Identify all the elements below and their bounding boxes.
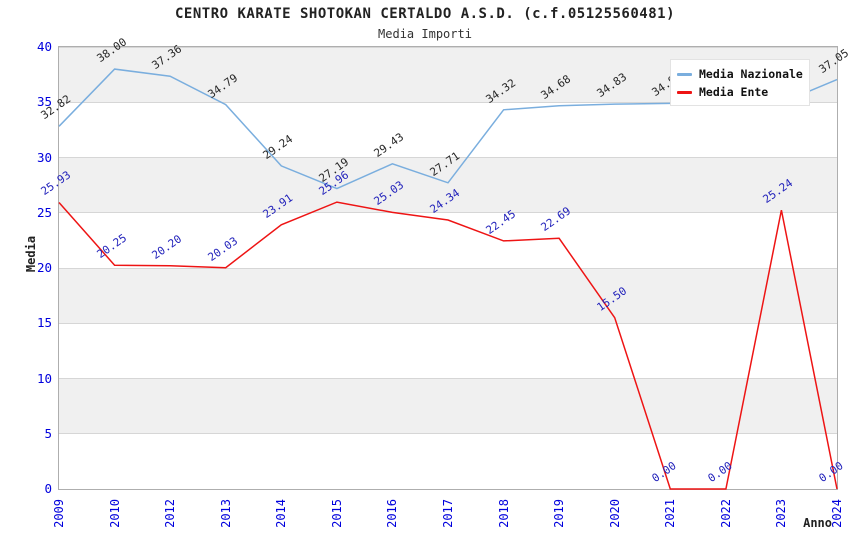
x-tick-label: 2017 xyxy=(441,499,455,528)
band xyxy=(59,378,837,434)
y-tick-label: 35 xyxy=(36,94,52,110)
x-tick-label: 2014 xyxy=(274,499,289,528)
x-tick-label: 2018 xyxy=(496,499,511,528)
x-axis-title: Anno xyxy=(803,516,832,530)
chart-title: CENTRO KARATE SHOTOKAN CERTALDO A.S.D. (… xyxy=(174,6,675,22)
band xyxy=(59,268,837,324)
x-tick-label: 2021 xyxy=(663,499,678,528)
x-tick-label: 2019 xyxy=(552,499,567,528)
gridline xyxy=(59,267,837,269)
gridline xyxy=(59,157,837,158)
y-axis-title: Media xyxy=(24,235,38,273)
band xyxy=(59,157,837,213)
gridline xyxy=(59,212,837,214)
x-tick-label: 2015 xyxy=(329,499,344,528)
y-tick-label: 25 xyxy=(36,204,52,220)
y-tick-label: 40 xyxy=(36,39,52,54)
x-tick-label: 2012 xyxy=(163,499,178,528)
gridline xyxy=(59,46,837,48)
plot-area xyxy=(58,46,838,490)
y-tick-label: 15 xyxy=(36,315,52,331)
y-tick-label: 20 xyxy=(36,260,52,275)
x-tick-label: 2024 xyxy=(830,499,844,528)
gridline xyxy=(59,433,837,435)
x-tick-label: 2022 xyxy=(718,499,733,528)
x-tick-label: 2020 xyxy=(607,499,622,528)
y-tick-label: 30 xyxy=(36,149,52,165)
legend-label: Media Ente xyxy=(699,85,769,99)
legend-line-swatch-icon xyxy=(677,90,692,94)
series-line-media-ente xyxy=(58,201,838,490)
gridline xyxy=(59,101,837,103)
gridline xyxy=(59,378,837,379)
x-tick-label: 2016 xyxy=(385,499,400,528)
legend: Media Nazionale Media Ente xyxy=(670,59,810,106)
y-tick-label: 5 xyxy=(44,425,52,441)
legend-item: Media Ente xyxy=(677,83,803,101)
y-tick-label: 10 xyxy=(36,370,52,386)
x-tick-label: 2010 xyxy=(107,499,122,528)
chart-subtitle: Media Importi xyxy=(378,27,472,41)
legend-line-swatch-icon xyxy=(677,72,692,76)
x-tick-label: 2009 xyxy=(52,499,66,528)
series-lines xyxy=(58,68,838,490)
x-tick-label: 2013 xyxy=(218,499,233,528)
gridline xyxy=(59,322,837,324)
legend-label: Media Nazionale xyxy=(699,67,803,81)
legend-item: Media Nazionale xyxy=(677,65,803,83)
y-tick-label: 0 xyxy=(44,481,52,496)
